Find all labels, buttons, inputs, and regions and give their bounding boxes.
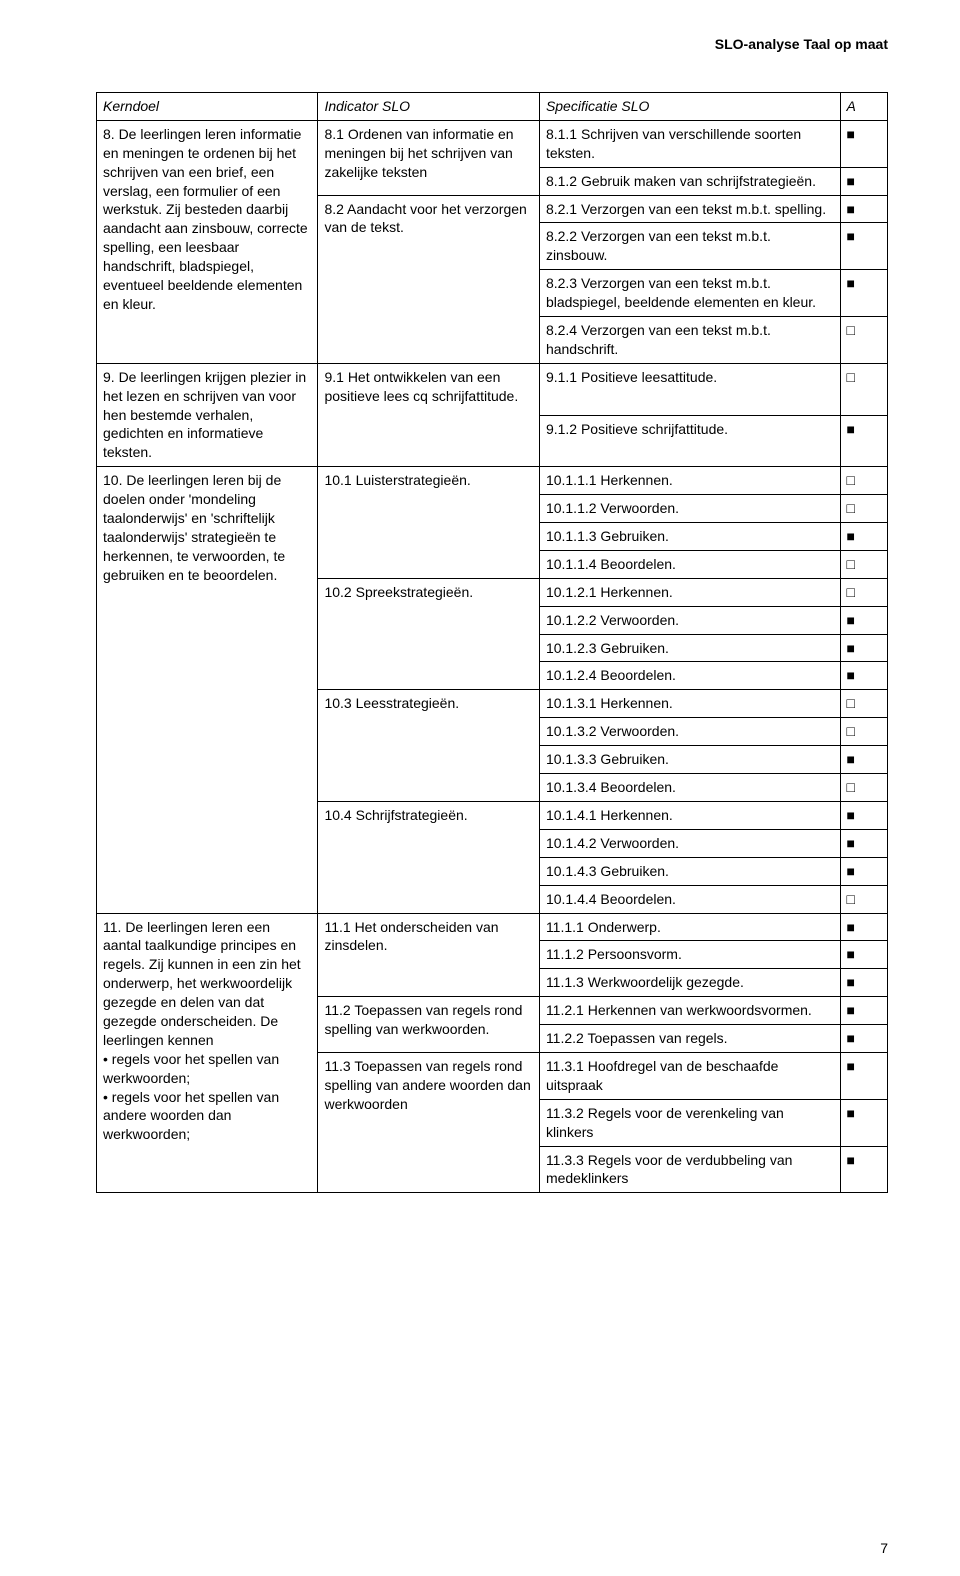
marker-cell: ■	[840, 1052, 887, 1099]
marker-cell: ■	[840, 167, 887, 195]
marker-cell: ■	[840, 746, 887, 774]
marker-cell: □	[840, 718, 887, 746]
spec-cell: 11.1.3 Werkwoordelijk gezegde.	[539, 969, 840, 997]
marker-cell: □	[840, 885, 887, 913]
marker-cell: ■	[840, 523, 887, 551]
marker-cell: □	[840, 467, 887, 495]
indicator-cell: 11.1 Het onderscheiden van zinsdelen.	[318, 913, 539, 997]
marker-cell: □	[840, 495, 887, 523]
spec-cell: 10.1.4.4 Beoordelen.	[539, 885, 840, 913]
spec-cell: 10.1.3.4 Beoordelen.	[539, 774, 840, 802]
spec-cell: 10.1.4.1 Herkennen.	[539, 801, 840, 829]
spec-cell: 11.3.3 Regels voor de verdubbeling van m…	[539, 1146, 840, 1193]
marker-cell: □	[840, 578, 887, 606]
marker-cell: ■	[840, 606, 887, 634]
indicator-cell: 8.1 Ordenen van informatie en meningen b…	[318, 120, 539, 195]
marker-cell: ■	[840, 634, 887, 662]
kerndoel-cell: 9. De leerlingen krijgen plezier in het …	[97, 363, 318, 466]
spec-cell: 10.1.1.3 Gebruiken.	[539, 523, 840, 551]
indicator-cell: 10.2 Spreekstrategieën.	[318, 578, 539, 690]
table-row: 9. De leerlingen krijgen plezier in het …	[97, 363, 888, 415]
spec-cell: 10.1.2.1 Herkennen.	[539, 578, 840, 606]
spec-cell: 10.1.3.1 Herkennen.	[539, 690, 840, 718]
marker-cell: ■	[840, 829, 887, 857]
indicator-cell: 10.4 Schrijfstrategieën.	[318, 801, 539, 913]
page-number: 7	[880, 1540, 888, 1556]
spec-cell: 8.1.1 Schrijven van verschillende soorte…	[539, 120, 840, 167]
indicator-cell: 11.2 Toepassen van regels rond spelling …	[318, 997, 539, 1053]
marker-cell: ■	[840, 223, 887, 270]
spec-cell: 9.1.1 Positieve leesattitude.	[539, 363, 840, 415]
spec-cell: 10.1.4.3 Gebruiken.	[539, 857, 840, 885]
kerndoel-cell: 8. De leerlingen leren informatie en men…	[97, 120, 318, 363]
table-row: 11. De leerlingen leren een aantal taalk…	[97, 913, 888, 941]
marker-cell: ■	[840, 997, 887, 1025]
marker-cell: □	[840, 317, 887, 364]
marker-cell: ■	[840, 662, 887, 690]
indicator-cell: 11.3 Toepassen van regels rond spelling …	[318, 1052, 539, 1192]
indicator-cell: 10.3 Leesstrategieën.	[318, 690, 539, 802]
kerndoel-cell: 10. De leerlingen leren bij de doelen on…	[97, 467, 318, 913]
marker-cell: □	[840, 774, 887, 802]
col-a: A	[840, 93, 887, 121]
table-header-row: Kerndoel Indicator SLO Specificatie SLO …	[97, 93, 888, 121]
marker-cell: □	[840, 690, 887, 718]
marker-cell: ■	[840, 801, 887, 829]
spec-cell: 11.3.2 Regels voor de verenkeling van kl…	[539, 1099, 840, 1146]
spec-cell: 11.2.1 Herkennen van werkwoordsvormen.	[539, 997, 840, 1025]
spec-cell: 11.2.2 Toepassen van regels.	[539, 1025, 840, 1053]
spec-cell: 8.2.2 Verzorgen van een tekst m.b.t. zin…	[539, 223, 840, 270]
marker-cell: ■	[840, 195, 887, 223]
marker-cell: □	[840, 550, 887, 578]
spec-cell: 10.1.3.2 Verwoorden.	[539, 718, 840, 746]
page: SLO-analyse Taal op maat Kerndoel Indica…	[0, 0, 960, 1576]
indicator-cell: 10.1 Luisterstrategieën.	[318, 467, 539, 579]
spec-cell: 10.1.1.2 Verwoorden.	[539, 495, 840, 523]
spec-cell: 10.1.1.1 Herkennen.	[539, 467, 840, 495]
table-row: 8. De leerlingen leren informatie en men…	[97, 120, 888, 167]
marker-cell: ■	[840, 1146, 887, 1193]
spec-cell: 10.1.4.2 Verwoorden.	[539, 829, 840, 857]
marker-cell: ■	[840, 913, 887, 941]
marker-cell: ■	[840, 415, 887, 467]
marker-cell: ■	[840, 1025, 887, 1053]
col-indicator: Indicator SLO	[318, 93, 539, 121]
spec-cell: 8.2.3 Verzorgen van een tekst m.b.t. bla…	[539, 270, 840, 317]
marker-cell: ■	[840, 941, 887, 969]
doc-header: SLO-analyse Taal op maat	[96, 36, 888, 52]
marker-cell: ■	[840, 969, 887, 997]
spec-cell: 10.1.2.4 Beoordelen.	[539, 662, 840, 690]
spec-cell: 11.3.1 Hoofdregel van de beschaafde uits…	[539, 1052, 840, 1099]
marker-cell: ■	[840, 857, 887, 885]
marker-cell: □	[840, 363, 887, 415]
col-kerndoel: Kerndoel	[97, 93, 318, 121]
analysis-table: Kerndoel Indicator SLO Specificatie SLO …	[96, 92, 888, 1193]
col-specificatie: Specificatie SLO	[539, 93, 840, 121]
spec-cell: 11.1.2 Persoonsvorm.	[539, 941, 840, 969]
kerndoel-cell: 11. De leerlingen leren een aantal taalk…	[97, 913, 318, 1193]
spec-cell: 9.1.2 Positieve schrijfattitude.	[539, 415, 840, 467]
marker-cell: ■	[840, 120, 887, 167]
spec-cell: 8.2.1 Verzorgen van een tekst m.b.t. spe…	[539, 195, 840, 223]
spec-cell: 10.1.2.2 Verwoorden.	[539, 606, 840, 634]
indicator-cell: 8.2 Aandacht voor het verzorgen van de t…	[318, 195, 539, 363]
marker-cell: ■	[840, 270, 887, 317]
table-body: 8. De leerlingen leren informatie en men…	[97, 120, 888, 1192]
spec-cell: 10.1.2.3 Gebruiken.	[539, 634, 840, 662]
marker-cell: ■	[840, 1099, 887, 1146]
spec-cell: 10.1.1.4 Beoordelen.	[539, 550, 840, 578]
spec-cell: 11.1.1 Onderwerp.	[539, 913, 840, 941]
spec-cell: 8.2.4 Verzorgen van een tekst m.b.t. han…	[539, 317, 840, 364]
spec-cell: 10.1.3.3 Gebruiken.	[539, 746, 840, 774]
spec-cell: 8.1.2 Gebruik maken van schrijfstrategie…	[539, 167, 840, 195]
table-row: 10. De leerlingen leren bij de doelen on…	[97, 467, 888, 495]
indicator-cell: 9.1 Het ontwikkelen van een positieve le…	[318, 363, 539, 466]
